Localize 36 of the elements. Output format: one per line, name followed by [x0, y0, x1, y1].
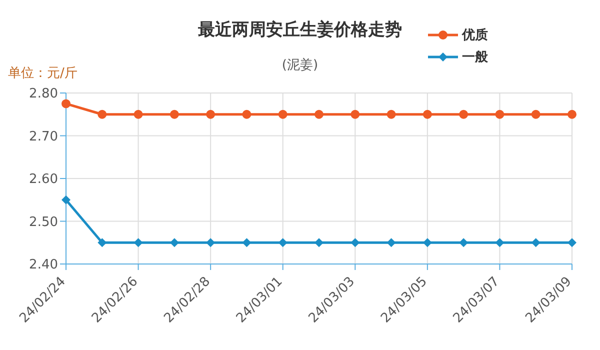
- point: [568, 110, 576, 119]
- chart-subtitle: (泥姜): [282, 58, 318, 73]
- point: [206, 110, 216, 119]
- point: [350, 238, 360, 248]
- y-tick-label: 2.50: [29, 214, 58, 230]
- point: [386, 238, 396, 248]
- point: [495, 110, 504, 119]
- point: [98, 238, 107, 248]
- point: [62, 99, 70, 108]
- point: [314, 110, 324, 119]
- point: [134, 110, 143, 119]
- point: [134, 238, 143, 248]
- y-tick-label: 2.70: [29, 129, 58, 144]
- point: [98, 110, 107, 119]
- point: [422, 110, 432, 119]
- point: [170, 110, 179, 119]
- y-tick-label: 2.60: [29, 172, 58, 188]
- point: [278, 238, 288, 248]
- point: [531, 110, 540, 119]
- point: [314, 238, 324, 248]
- point: [568, 238, 576, 248]
- point: [459, 110, 468, 119]
- point: [242, 238, 252, 248]
- y-tick-label: 2.40: [29, 258, 58, 273]
- point: [531, 238, 540, 248]
- point: [278, 110, 288, 119]
- point: [242, 110, 252, 119]
- chart-title: 最近两周安丘生姜价格走势: [198, 20, 402, 40]
- point: [62, 195, 70, 204]
- point: [495, 238, 504, 248]
- y-axis-title: 单位：元/斤: [8, 65, 78, 82]
- point: [386, 110, 396, 119]
- y-tick-label: 2.80: [29, 86, 58, 102]
- legend-label: 优质: [460, 27, 488, 45]
- legend-label: 一般: [461, 49, 488, 67]
- point: [350, 110, 360, 119]
